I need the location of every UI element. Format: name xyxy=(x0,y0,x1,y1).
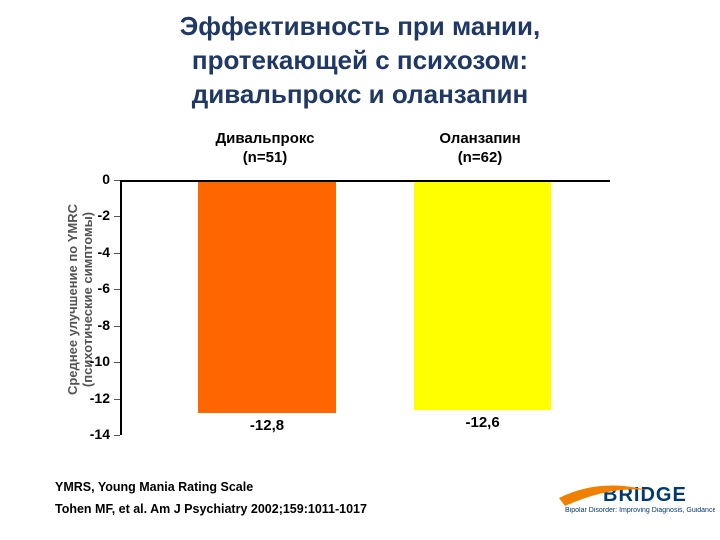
y-tick-label: -2 xyxy=(70,207,110,223)
series-label-0: Дивальпрокс(n=51) xyxy=(185,130,345,168)
title-line-2: протекающей с психозом: xyxy=(0,44,720,78)
series-label-1: Оланзапин(n=62) xyxy=(400,130,560,168)
title-line-3: дивальпрокс и оланзапин xyxy=(0,78,720,112)
bar-0 xyxy=(198,180,335,413)
y-tick-label: -10 xyxy=(70,353,110,369)
y-tick-label: -8 xyxy=(70,317,110,333)
y-tick-label: -12 xyxy=(70,390,110,406)
y-tick-label: -4 xyxy=(70,244,110,260)
y-tick-label: -6 xyxy=(70,280,110,296)
x-axis-line xyxy=(120,180,610,182)
logo-swoosh-icon xyxy=(559,476,699,516)
bar-label-1: -12,6 xyxy=(443,414,523,431)
bar-label-0: -12,8 xyxy=(227,417,307,434)
slide-title: Эффективность при мании, протекающей с п… xyxy=(0,10,720,111)
title-line-1: Эффективность при мании, xyxy=(0,10,720,44)
bar-1 xyxy=(414,180,551,410)
footnote-1: Tohen MF, et al. Am J Psychiatry 2002;15… xyxy=(55,502,367,516)
footnote-0: YMRS, Young Mania Rating Scale xyxy=(55,480,253,494)
plot-area xyxy=(120,180,610,435)
bridge-logo: BRIDGE Bipolar Disorder: Improving Diagn… xyxy=(565,480,715,514)
y-tick-mark xyxy=(114,435,120,436)
y-tick-label: 0 xyxy=(70,171,110,187)
y-tick-label: -14 xyxy=(70,426,110,442)
y-axis-line xyxy=(120,180,122,435)
